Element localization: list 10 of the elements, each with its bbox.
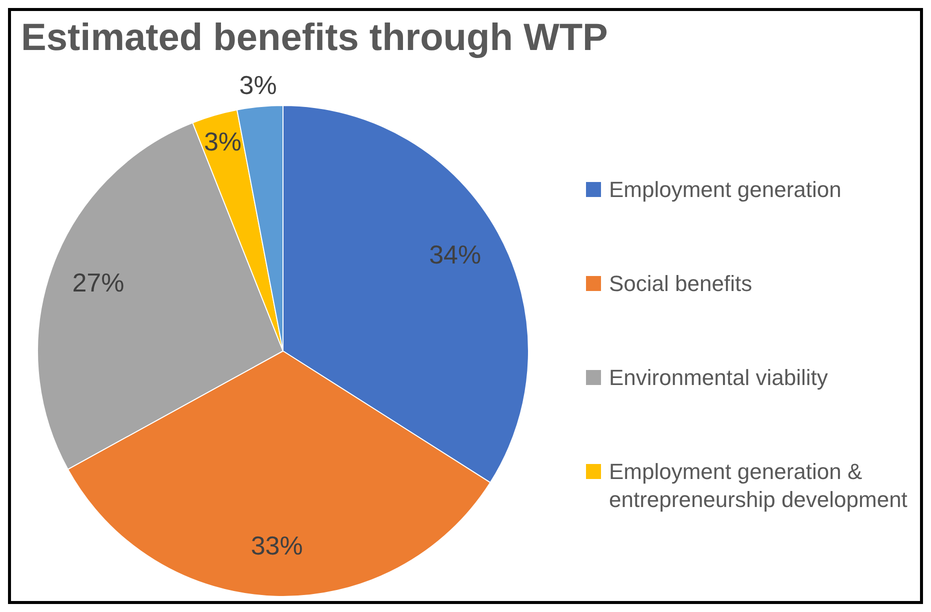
data-label: 33% — [250, 530, 303, 560]
chart-title: Estimated benefits through WTP — [21, 17, 608, 60]
legend-label: Environmental viability — [609, 364, 828, 392]
data-label: 34% — [429, 240, 482, 270]
legend-label: Employment generation — [609, 176, 842, 204]
data-label: 27% — [72, 268, 124, 298]
legend-label: Employment generation & entrepreneurship development — [609, 458, 908, 514]
data-label: 3% — [204, 126, 242, 157]
data-label: 3% — [239, 70, 277, 100]
legend-label: Social benefits — [609, 270, 752, 298]
